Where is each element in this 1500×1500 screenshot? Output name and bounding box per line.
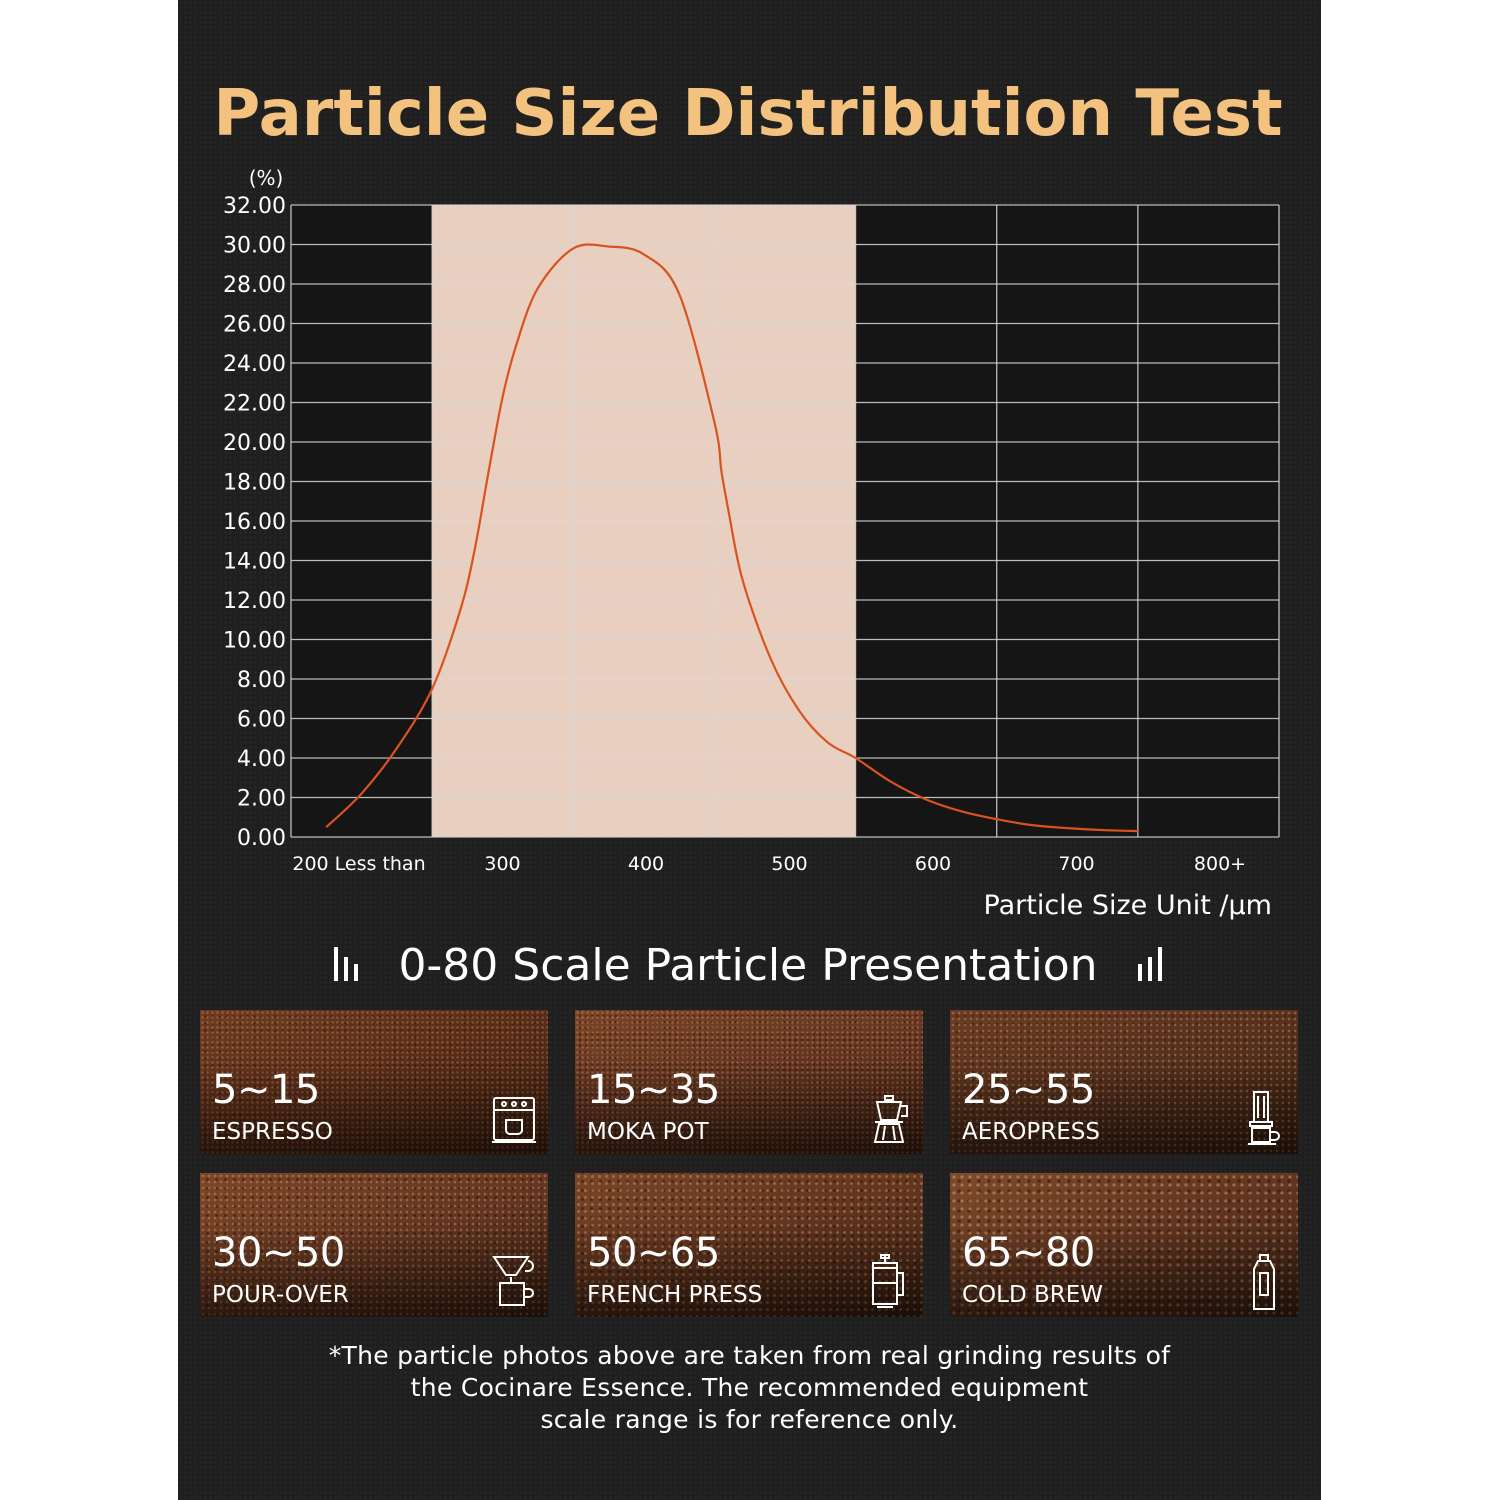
footnote-line-3: scale range is for reference only. xyxy=(540,1405,959,1434)
bars-left-icon xyxy=(334,947,358,981)
y-tick-label: 10.00 xyxy=(223,629,286,654)
grind-tile-moka-pot: 15~35 MOKA POT xyxy=(575,1010,923,1154)
presentation-heading-text: 0-80 Scale Particle Presentation xyxy=(398,940,1097,991)
espresso-machine-icon xyxy=(492,1097,536,1143)
y-tick-label: 16.00 xyxy=(223,510,286,535)
grind-range: 65~80 xyxy=(962,1230,1095,1276)
grind-range: 50~65 xyxy=(587,1230,720,1276)
french-press-icon xyxy=(872,1254,904,1308)
brew-method: MOKA POT xyxy=(587,1119,709,1145)
x-tick-label: 800+ xyxy=(1194,853,1246,875)
y-tick-label: 22.00 xyxy=(223,392,286,417)
x-tick-label: 200 Less than xyxy=(292,853,425,875)
footnote-line-2: the Cocinare Essence. The recommended eq… xyxy=(410,1373,1089,1402)
y-tick-label: 26.00 xyxy=(223,313,286,338)
y-tick-label: 18.00 xyxy=(223,471,286,496)
brew-method: ESPRESSO xyxy=(212,1119,333,1145)
x-tick-label: 400 xyxy=(628,853,664,875)
y-tick-label: 0.00 xyxy=(237,826,286,851)
brew-method: POUR-OVER xyxy=(212,1282,349,1308)
grind-tile-espresso: 5~15 ESPRESSO xyxy=(200,1010,548,1154)
y-tick-label: 2.00 xyxy=(237,787,286,812)
x-tick-label: 700 xyxy=(1058,853,1094,875)
presentation-heading: 0-80 Scale Particle Presentation xyxy=(334,940,1162,991)
y-tick-label: 32.00 xyxy=(223,194,286,219)
pour-over-icon xyxy=(492,1256,534,1306)
grind-range: 30~50 xyxy=(212,1230,345,1276)
brew-method: FRENCH PRESS xyxy=(587,1282,763,1308)
x-tick-label: 300 xyxy=(484,853,520,875)
y-tick-label: 8.00 xyxy=(237,668,286,693)
distribution-curve xyxy=(325,243,1138,833)
y-tick-label: 28.00 xyxy=(223,273,286,298)
grind-tile-pour-over: 30~50 POUR-OVER xyxy=(200,1173,548,1317)
y-unit-label: (%) xyxy=(249,166,284,190)
grind-range: 15~35 xyxy=(587,1067,720,1113)
bars-right-icon xyxy=(1138,947,1162,981)
cold-brew-bottle-icon xyxy=(1253,1254,1275,1310)
grind-tile-cold-brew: 65~80 COLD BREW xyxy=(950,1173,1298,1317)
y-tick-label: 30.00 xyxy=(223,234,286,259)
y-tick-label: 24.00 xyxy=(223,352,286,377)
grind-range: 25~55 xyxy=(962,1067,1095,1113)
x-tick-label: 500 xyxy=(771,853,807,875)
chart-title: Particle Size Distribution Test xyxy=(213,77,1282,151)
grind-tile-aeropress: 25~55 AEROPRESS xyxy=(950,1010,1298,1154)
grind-range: 5~15 xyxy=(212,1067,320,1113)
aeropress-icon xyxy=(1248,1091,1280,1145)
y-tick-label: 12.00 xyxy=(223,589,286,614)
brew-method: AEROPRESS xyxy=(962,1119,1100,1145)
x-tick-label: 600 xyxy=(915,853,951,875)
x-axis-label: Particle Size Unit /μm xyxy=(984,890,1272,921)
footnote: *The particle photos above are taken fro… xyxy=(178,1340,1321,1436)
brew-method: COLD BREW xyxy=(962,1282,1104,1308)
y-tick-label: 6.00 xyxy=(237,708,286,733)
grind-tile-french-press: 50~65 FRENCH PRESS xyxy=(575,1173,923,1317)
footnote-line-1: *The particle photos above are taken fro… xyxy=(328,1341,1171,1370)
y-tick-label: 14.00 xyxy=(223,550,286,575)
moka-pot-icon xyxy=(873,1095,908,1143)
y-tick-label: 20.00 xyxy=(223,431,286,456)
y-tick-label: 4.00 xyxy=(237,747,286,772)
